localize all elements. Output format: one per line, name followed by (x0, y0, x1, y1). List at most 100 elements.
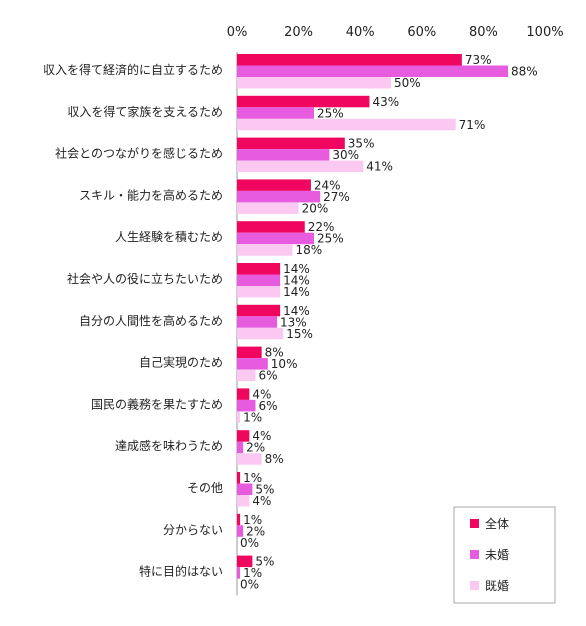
data-label: 14% (283, 262, 310, 276)
data-label: 24% (314, 178, 341, 192)
bar (237, 137, 345, 150)
data-label: 71% (459, 118, 486, 132)
bar (237, 221, 305, 233)
data-label: 15% (286, 327, 313, 341)
value-labels: 73%88%50%43%25%71%35%30%41%24%27%20%22%2… (240, 53, 538, 592)
category-label: 特に目的はない (139, 564, 223, 579)
bar (237, 149, 330, 161)
bar (237, 95, 370, 108)
data-label: 88% (511, 65, 538, 79)
bar (237, 286, 281, 298)
data-label: 22% (308, 220, 335, 234)
category-label: 人生経験を積むため (115, 229, 223, 244)
data-label: 5% (255, 483, 274, 497)
data-label: 1% (243, 513, 262, 527)
bar (237, 388, 250, 400)
x-tick-label: 100% (526, 25, 563, 40)
data-label: 8% (265, 346, 284, 360)
bar (237, 107, 314, 119)
legend-label: 既婚 (485, 579, 509, 593)
bar (237, 346, 262, 359)
data-label: 50% (394, 76, 421, 90)
legend-swatch (470, 581, 479, 590)
data-label: 1% (243, 471, 262, 485)
category-label: 国民の義務を果たすため (91, 396, 223, 411)
x-axis-ticks: 0% 20% 40% 60% 80% 100% (227, 25, 564, 40)
category-label: 達成感を味わうため (115, 438, 223, 453)
data-label: 2% (246, 524, 265, 538)
bar (237, 263, 281, 275)
legend-swatch (470, 550, 479, 559)
bar (237, 525, 244, 537)
bar (237, 399, 256, 412)
bar (237, 495, 250, 507)
legend-label: 未婚 (485, 548, 509, 562)
x-tick-label: 60% (407, 25, 436, 40)
data-label: 30% (332, 148, 359, 162)
category-label: その他 (187, 481, 223, 495)
data-label: 20% (302, 201, 329, 215)
bar (237, 369, 256, 382)
data-label: 25% (317, 232, 344, 246)
x-tick-label: 0% (227, 25, 248, 40)
bar (237, 513, 241, 526)
data-label: 13% (280, 315, 307, 329)
data-label: 41% (366, 160, 393, 174)
category-label: 収入を得て家族を支えるため (67, 104, 223, 119)
bar (237, 77, 391, 89)
category-label: 社会や人の役に立ちたいため (67, 271, 223, 286)
category-label: 社会とのつながりを感じるため (55, 146, 223, 161)
category-label: 自分の人間性を高めるため (79, 313, 223, 328)
data-label: 27% (323, 190, 350, 204)
bar (237, 160, 364, 173)
data-label: 43% (372, 95, 399, 109)
bar (237, 327, 284, 340)
data-label: 18% (295, 243, 322, 257)
data-label: 25% (317, 106, 344, 120)
data-label: 2% (246, 441, 265, 455)
category-labels: 収入を得て経済的に自立するため収入を得て家族を支えるため社会とのつながりを感じる… (43, 62, 223, 579)
data-label: 4% (252, 387, 271, 401)
data-label: 35% (348, 137, 375, 151)
data-label: 4% (252, 429, 271, 443)
bar (237, 441, 244, 454)
bar (237, 472, 241, 484)
bar (237, 567, 241, 579)
category-label: 分からない (163, 523, 223, 537)
bar (237, 483, 253, 495)
category-label: 自己実現のため (139, 355, 223, 370)
data-label: 6% (258, 399, 277, 413)
data-label: 1% (243, 566, 262, 580)
category-label: 収入を得て経済的に自立するため (43, 62, 223, 77)
bar (237, 430, 250, 442)
bar (237, 411, 241, 423)
bar (237, 54, 462, 66)
data-label: 14% (283, 274, 310, 288)
legend-label: 全体 (485, 516, 509, 531)
bar (237, 358, 268, 370)
bar (237, 179, 311, 191)
data-label: 14% (283, 304, 310, 318)
data-label: 73% (465, 53, 492, 67)
data-label: 14% (283, 285, 310, 299)
data-label: 10% (271, 357, 298, 371)
data-label: 0% (240, 536, 259, 550)
bar (237, 453, 262, 465)
x-tick-label: 40% (346, 25, 375, 40)
category-label: スキル・能力を高めるため (79, 187, 223, 202)
bar (237, 316, 278, 328)
x-tick-label: 80% (469, 25, 498, 40)
data-label: 6% (258, 369, 277, 383)
bar (237, 304, 281, 317)
data-label: 5% (255, 555, 274, 569)
bar (237, 118, 456, 131)
x-tick-label: 20% (284, 25, 313, 40)
bar (237, 190, 321, 203)
data-label: 1% (243, 410, 262, 424)
bars (237, 54, 509, 579)
data-label: 8% (265, 452, 284, 466)
bar (237, 555, 253, 568)
legend-swatch (470, 519, 479, 528)
